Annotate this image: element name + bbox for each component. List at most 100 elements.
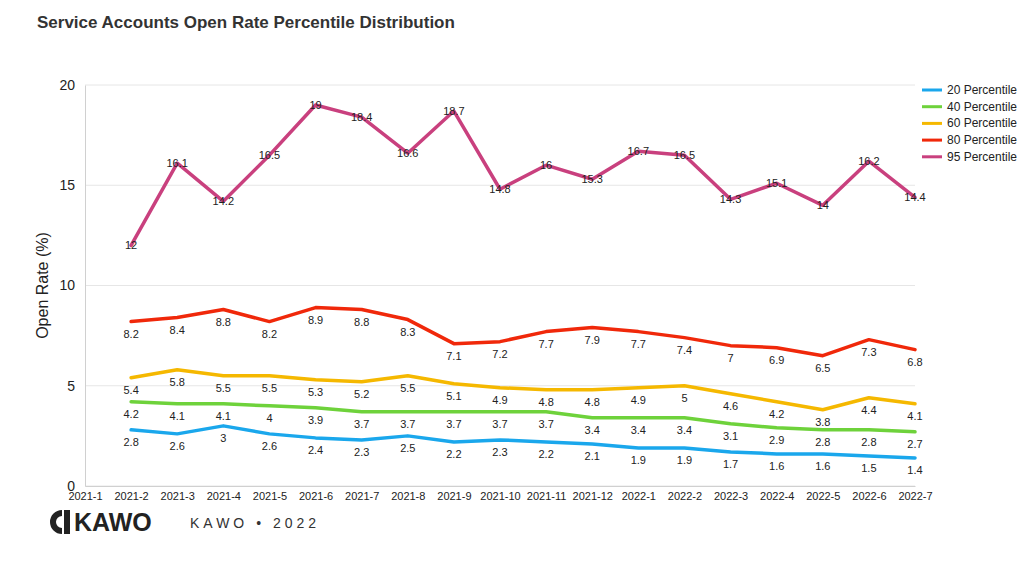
data-label: 7.1: [446, 350, 461, 362]
y-tick: 20: [59, 77, 85, 93]
y-axis-title: Open Rate (%): [34, 232, 51, 339]
data-label: 7.4: [677, 344, 692, 356]
data-label: 2.3: [354, 446, 369, 458]
legend-swatch: [922, 155, 942, 158]
data-label: 4.2: [769, 408, 784, 420]
data-label: 14.4: [904, 191, 925, 203]
data-label: 4.2: [123, 408, 138, 420]
data-label: 4.1: [216, 410, 231, 422]
x-tick: 2022-5: [806, 486, 840, 502]
series-line: [131, 370, 915, 410]
x-tick: 2022-4: [760, 486, 794, 502]
data-label: 1.4: [907, 464, 922, 476]
data-label: 1.9: [677, 454, 692, 466]
x-tick: 2021-8: [391, 486, 425, 502]
y-tick: 5: [67, 378, 85, 394]
x-tick: 2021-11: [527, 486, 567, 502]
x-tick: 2021-2: [114, 486, 148, 502]
data-label: 8.3: [400, 326, 415, 338]
data-label: 3.7: [354, 418, 369, 430]
footer-caption: KAWO • 2022: [190, 515, 320, 531]
data-label: 4.9: [492, 394, 507, 406]
x-tick: 2022-6: [852, 486, 886, 502]
x-tick-label: 2021-1: [68, 490, 102, 502]
data-label: 3.4: [631, 424, 646, 436]
data-label: 7: [727, 352, 733, 364]
legend: 20 Percentile40 Percentile60 Percentile8…: [922, 83, 1017, 164]
data-label: 14: [817, 199, 829, 211]
data-label: 1.6: [769, 460, 784, 472]
legend-label: 40 Percentile: [947, 100, 1017, 114]
data-label: 3.4: [585, 424, 600, 436]
x-tick: 2022-1: [622, 486, 656, 502]
x-tick: 2021-6: [299, 486, 333, 502]
data-label: 16.1: [167, 157, 188, 169]
x-tick-label: 2022-4: [760, 490, 794, 502]
x-tick-label: 2021-12: [573, 490, 613, 502]
data-label: 7.9: [585, 334, 600, 346]
y-tick: 15: [59, 177, 85, 193]
x-tick: 2021-10: [480, 486, 520, 502]
data-label: 8.4: [170, 324, 185, 336]
data-label: 15.1: [766, 177, 787, 189]
data-label: 16.6: [397, 147, 418, 159]
data-label: 1.6: [815, 460, 830, 472]
data-label: 8.2: [262, 328, 277, 340]
legend-swatch: [922, 105, 942, 108]
data-label: 3.1: [723, 430, 738, 442]
data-label: 4.1: [907, 410, 922, 422]
x-tick-label: 2022-2: [668, 490, 702, 502]
data-label: 8.8: [354, 316, 369, 328]
legend-swatch: [922, 89, 942, 92]
data-label: 16.2: [858, 155, 879, 167]
data-label: 3.7: [538, 418, 553, 430]
data-label: 15.3: [582, 173, 603, 185]
data-label: 2.8: [861, 436, 876, 448]
grid-line: [85, 486, 915, 487]
data-label: 2.6: [262, 440, 277, 452]
x-tick: 2021-9: [437, 486, 471, 502]
data-label: 5.2: [354, 388, 369, 400]
y-tick-label: 5: [67, 378, 75, 394]
data-label: 2.2: [446, 448, 461, 460]
legend-label: 60 Percentile: [947, 116, 1017, 130]
data-label: 14.2: [213, 195, 234, 207]
x-tick: 2022-3: [714, 486, 748, 502]
data-label: 2.8: [123, 436, 138, 448]
logo-icon: [64, 510, 70, 534]
data-label: 14.3: [720, 193, 741, 205]
y-axis-line: [85, 86, 86, 487]
data-label: 1.7: [723, 458, 738, 470]
data-label: 8.2: [123, 328, 138, 340]
data-label: 4.8: [585, 396, 600, 408]
data-label: 8.9: [308, 314, 323, 326]
x-tick-label: 2022-1: [622, 490, 656, 502]
legend-swatch: [922, 139, 942, 142]
data-label: 6.8: [907, 356, 922, 368]
data-label: 16.7: [628, 145, 649, 157]
x-tick-label: 2021-7: [345, 490, 379, 502]
x-tick: 2021-1: [68, 486, 102, 502]
y-tick-label: 15: [59, 177, 75, 193]
data-label: 16.5: [674, 149, 695, 161]
x-tick-label: 2022-5: [806, 490, 840, 502]
grid-line: [85, 85, 915, 86]
x-tick-label: 2022-7: [898, 490, 932, 502]
data-label: 2.3: [492, 446, 507, 458]
data-label: 4.4: [861, 404, 876, 416]
y-tick-label: 20: [59, 77, 75, 93]
data-label: 7.7: [631, 338, 646, 350]
logo-icon: [50, 510, 62, 534]
data-label: 5.5: [400, 382, 415, 394]
x-tick: 2022-2: [668, 486, 702, 502]
data-label: 7.3: [861, 346, 876, 358]
x-tick-label: 2021-8: [391, 490, 425, 502]
data-label: 16: [540, 159, 552, 171]
data-label: 5.3: [308, 386, 323, 398]
data-label: 3.7: [400, 418, 415, 430]
data-label: 7.7: [538, 338, 553, 350]
legend-label: 80 Percentile: [947, 133, 1017, 147]
data-label: 2.7: [907, 438, 922, 450]
data-label: 5.1: [446, 390, 461, 402]
x-tick-label: 2021-11: [527, 490, 567, 502]
